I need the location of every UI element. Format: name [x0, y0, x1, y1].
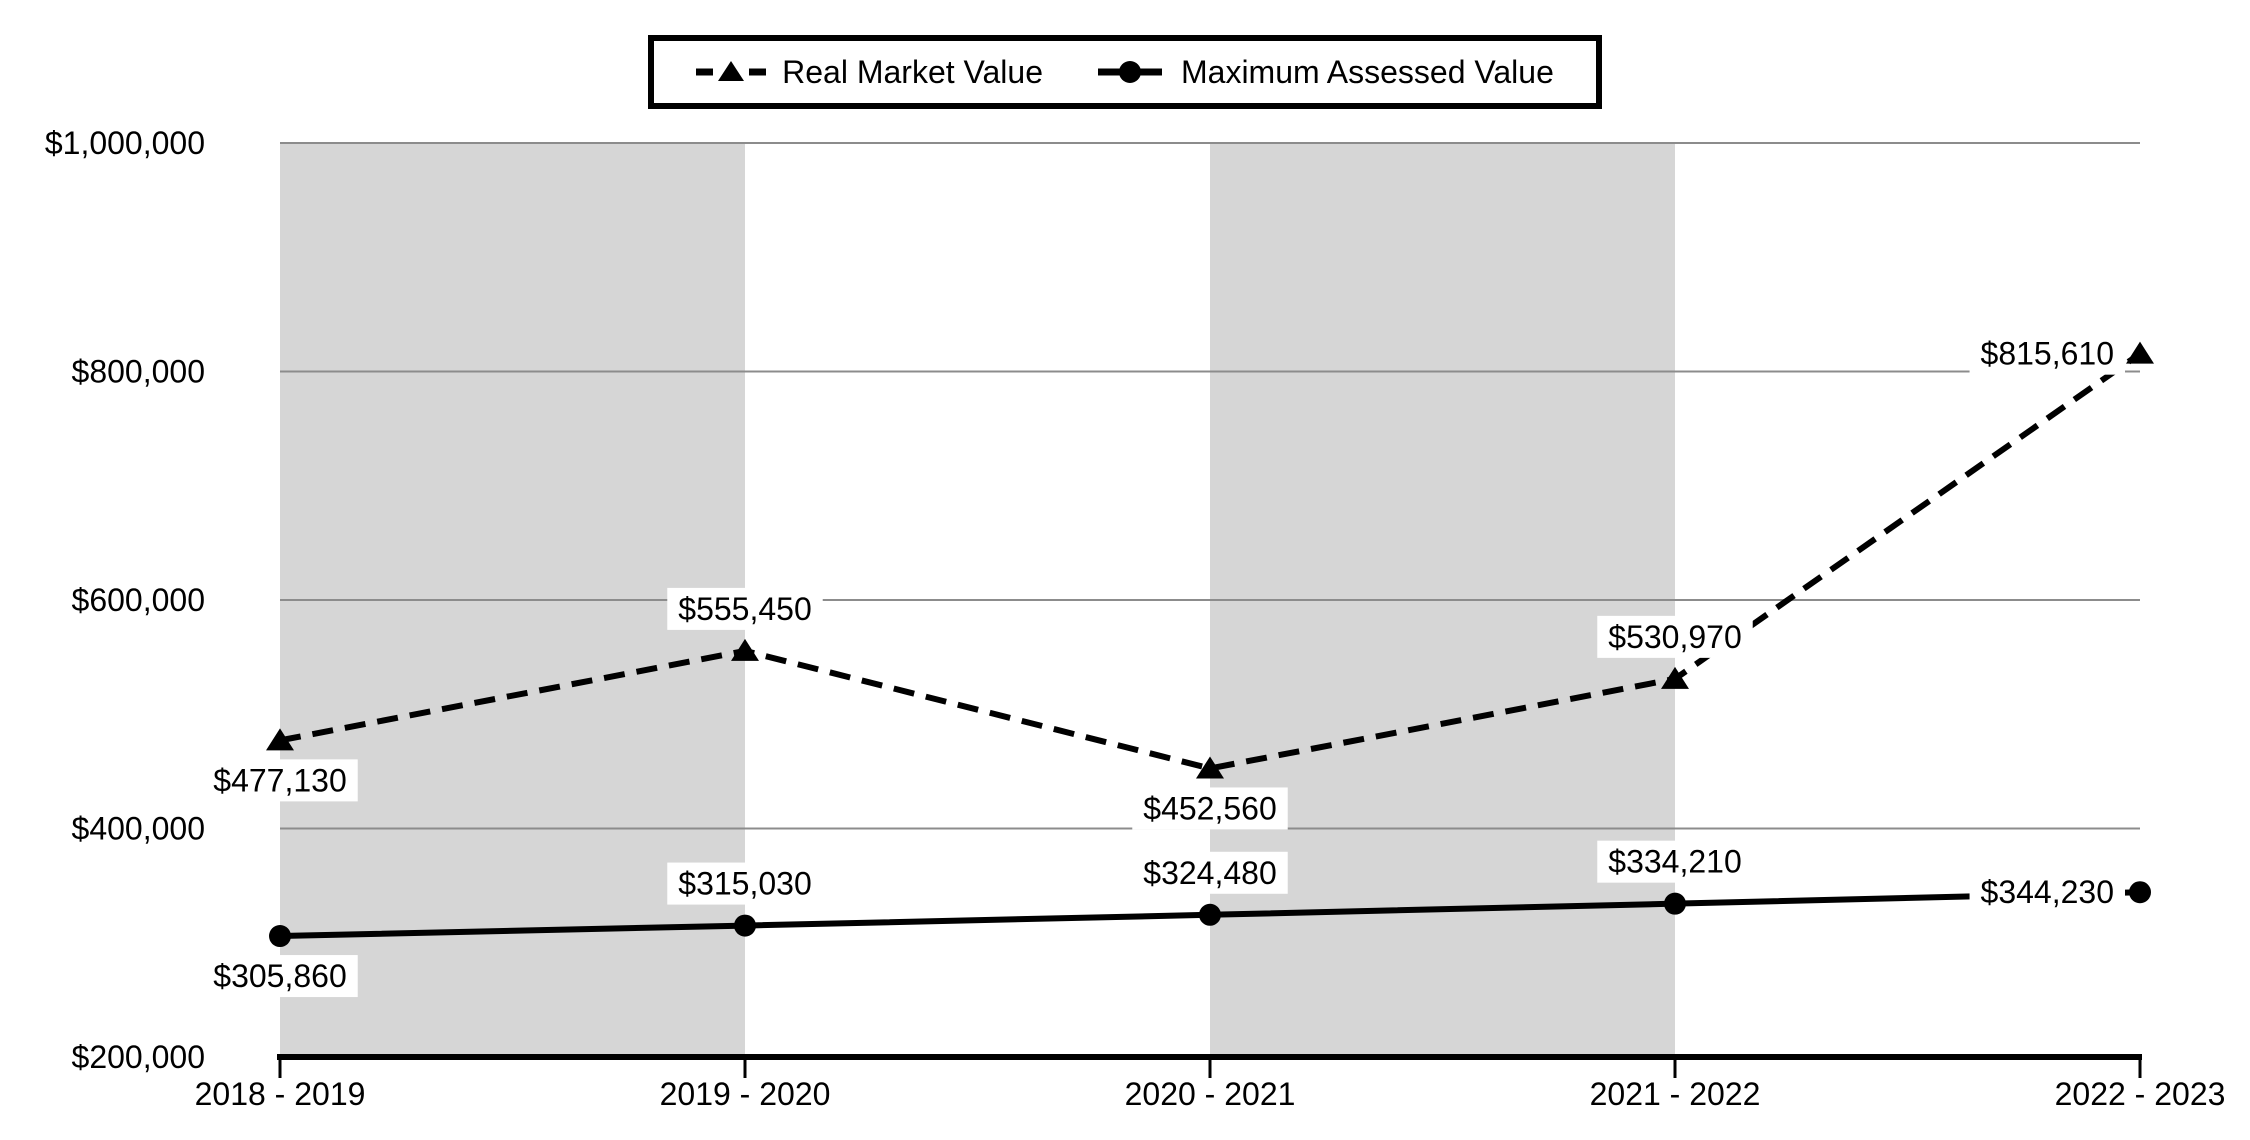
circle-marker: [2129, 881, 2151, 904]
triangle-marker: [2126, 341, 2154, 364]
x-tick-label: 2018 - 2019: [195, 1076, 366, 1112]
x-tick-label: 2022 - 2023: [2055, 1076, 2226, 1112]
triangle-marker: [731, 638, 759, 661]
data-label-background: [667, 587, 823, 630]
data-label: $815,610: [1981, 336, 2114, 372]
circle-marker: [269, 925, 291, 948]
data-label: $344,230: [1981, 874, 2114, 910]
triangle-marker: [1196, 756, 1224, 779]
x-tick-label: 2021 - 2022: [1590, 1076, 1761, 1112]
data-label-background: [1597, 615, 1753, 658]
legend-label-real-market-value: Real Market Value: [782, 54, 1043, 90]
circle-marker: [1199, 903, 1221, 926]
data-label: $452,560: [1143, 790, 1276, 826]
legend-label-maximum-assessed-value: Maximum Assessed Value: [1180, 54, 1554, 90]
data-label-background: [1969, 332, 2125, 375]
data-label-background: [202, 759, 358, 802]
circle-marker: [734, 914, 756, 937]
legend-item-real-market-value: Real Market Value: [696, 56, 1043, 88]
data-label-background: [1969, 871, 2125, 914]
triangle-marker: [266, 728, 294, 751]
y-tick-label: $200,000: [72, 1039, 205, 1075]
solid-line-circle-marker-icon: [1097, 61, 1162, 83]
y-tick-label: $600,000: [72, 582, 205, 618]
dashed-line-triangle-marker-icon: [696, 61, 767, 81]
data-label-background: [667, 862, 823, 905]
y-tick-label: $800,000: [72, 354, 205, 390]
series-line-real-market-value: [279, 351, 2142, 772]
triangle-marker: [1661, 666, 1689, 689]
data-label-background: [202, 955, 358, 998]
data-label-background: [1597, 840, 1753, 883]
data-label: $305,860: [213, 958, 346, 994]
data-label: $477,130: [213, 762, 346, 798]
data-label: $315,030: [678, 866, 811, 902]
y-tick-label: $400,000: [72, 811, 205, 847]
legend-item-maximum-assessed-value: Maximum Assessed Value: [1095, 56, 1554, 88]
x-tick-label: 2019 - 2020: [660, 1076, 831, 1112]
data-label: $555,450: [678, 591, 811, 627]
data-label: $324,480: [1143, 855, 1276, 891]
data-label: $334,210: [1608, 844, 1741, 880]
x-tick-label: 2020 - 2021: [1125, 1076, 1296, 1112]
y-tick-label: $1,000,000: [45, 125, 205, 161]
data-label: $530,970: [1608, 619, 1741, 655]
data-label-background: [1132, 787, 1288, 830]
legend: Real Market Value Maximum Assessed Value: [648, 35, 1602, 109]
data-label-background: [1132, 851, 1288, 894]
circle-marker: [1664, 892, 1686, 915]
